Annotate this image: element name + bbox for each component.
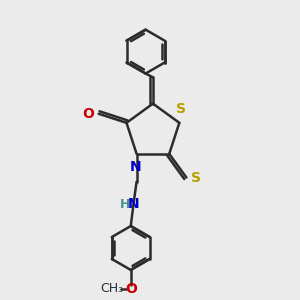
Text: N: N (128, 197, 140, 211)
Text: S: S (176, 102, 186, 116)
Text: H: H (120, 198, 130, 211)
Text: O: O (125, 282, 137, 296)
Text: O: O (82, 107, 94, 121)
Text: S: S (191, 170, 201, 184)
Text: CH₃: CH₃ (100, 282, 123, 296)
Text: N: N (129, 160, 141, 174)
